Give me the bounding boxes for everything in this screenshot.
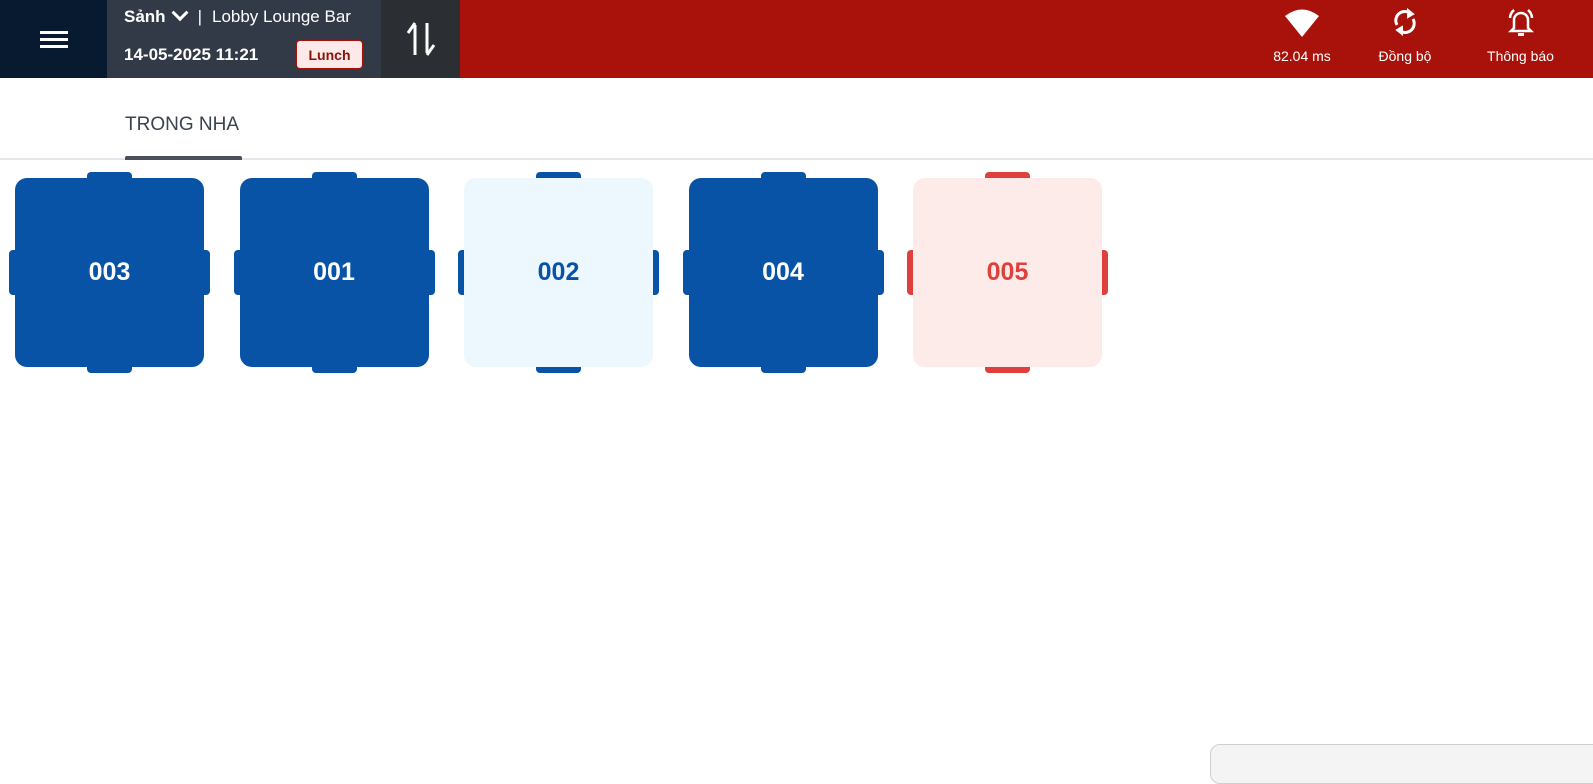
table-label: 002 [464,178,653,367]
sync-label: Đồng bộ [1378,48,1432,64]
table-004[interactable]: 004 [682,172,884,373]
table-003[interactable]: 003 [9,172,210,373]
menu-button[interactable] [0,0,107,78]
outlet-name: Lobby Lounge Bar [211,7,351,26]
latency-label: 82.04 ms [1273,48,1331,64]
shift-badge: Lunch [296,40,363,69]
swap-button[interactable] [381,0,460,78]
top-bar: Sảnh | Lobby Lounge Bar 14-05-2025 11:21… [0,0,1593,78]
table-label: 001 [239,178,429,367]
tab-trong-nha[interactable]: TRONG NHA [125,114,239,135]
table-label: 004 [688,178,878,367]
bell-ringing-icon [1507,9,1534,36]
latency-indicator[interactable]: 82.04 ms [1262,0,1342,78]
table-label: 005 [913,178,1102,367]
chevron-down-icon[interactable] [171,4,189,22]
sync-icon [1394,7,1416,37]
wifi-icon [1285,9,1319,37]
bottom-panel[interactable] [1210,744,1593,784]
table-001[interactable]: 001 [233,172,435,373]
separator: | [197,7,202,26]
active-tab-indicator [125,156,242,160]
table-label: 003 [15,178,204,367]
area-selector[interactable]: Sảnh [124,7,166,26]
notifications-label: Thông báo [1487,48,1554,64]
outlet-info: Sảnh | Lobby Lounge Bar 14-05-2025 11:21… [107,0,381,78]
datetime: 14-05-2025 11:21 [124,45,259,64]
table-005[interactable]: 005 [907,172,1108,373]
hamburger-icon [39,27,68,52]
swap-vertical-icon [406,22,435,56]
tab-bar: TRONG NHA [0,78,1593,160]
notifications-button[interactable]: Thông báo [1478,0,1563,78]
table-002[interactable]: 002 [458,172,659,373]
sync-button[interactable]: Đồng bộ [1365,0,1445,78]
